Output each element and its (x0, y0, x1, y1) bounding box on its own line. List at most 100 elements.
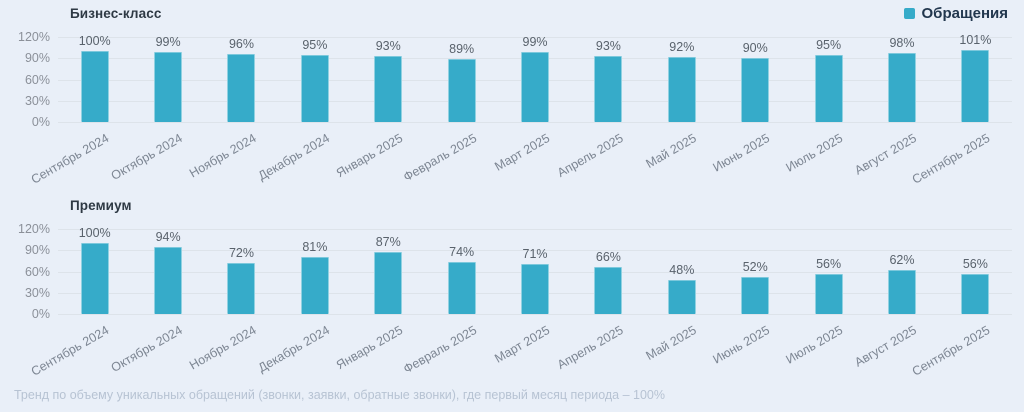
bar-value-label: 89% (449, 41, 475, 56)
y-tick-label: 30% (24, 285, 50, 300)
bar-cell: 87% (352, 229, 425, 314)
y-tick-label: 60% (24, 264, 50, 279)
bars-row: 100% 94% 72% 81% 87% 74% 71% 66% 48% 52% 56% 62% 56% (58, 227, 1012, 314)
bar (227, 263, 256, 314)
y-tick-label: 90% (24, 243, 50, 258)
bar (961, 50, 990, 122)
bar (594, 267, 623, 314)
chart-header: Бизнес-класс Обращения (0, 5, 1024, 28)
gridline (58, 37, 1012, 38)
gridline (58, 250, 1012, 252)
bar-value-label: 96% (228, 37, 254, 51)
bar-value-label: 99% (155, 34, 181, 49)
bar-value-label: 93% (595, 39, 621, 54)
bar-value-label: 56% (816, 257, 842, 272)
bar-cell: 99% (131, 34, 204, 122)
bar-cell: 71% (498, 229, 571, 314)
chart-header: Премиум (0, 198, 1024, 220)
bar-cell: 81% (278, 229, 351, 314)
bar (667, 56, 696, 122)
x-tick: Июнь 2025 (711, 314, 792, 376)
chart-title-premium: Премиум (70, 198, 132, 213)
bar (154, 51, 183, 122)
bar-value-label: 74% (449, 244, 475, 259)
bar-cell: 98% (865, 36, 938, 122)
bar-value-label: 81% (302, 239, 328, 254)
bar-cell: 94% (131, 229, 204, 314)
gridline (58, 229, 1012, 230)
x-tick: Февраль 2025 (401, 314, 498, 376)
bar (374, 252, 403, 314)
bar-value-label: 71% (522, 246, 548, 261)
bar-cell: 48% (645, 229, 718, 314)
bars-row: 100% 99% 96% 95% 93% 89% 99% 93% 92% 90% 95% 98% 101… (58, 33, 1012, 122)
y-tick-label: 0% (31, 115, 50, 129)
plot-area: 100% 99% 96% 95% 93% 89% 99% 93% 92% 90% 95% 98% 101… (58, 33, 1012, 123)
bar (521, 263, 550, 314)
bar-cell: 92% (645, 37, 718, 122)
bar (80, 243, 109, 314)
bar-cell: 101% (939, 33, 1012, 122)
bar-value-label: 52% (742, 260, 768, 275)
bar-cell: 100% (58, 34, 131, 122)
y-tick-label: 60% (24, 72, 50, 87)
bar-cell: 66% (572, 229, 645, 314)
bar-cell: 95% (792, 37, 865, 122)
bar (374, 56, 403, 122)
bar-cell: 62% (865, 229, 938, 314)
bar-cell: 56% (792, 229, 865, 314)
bar-cell: 52% (719, 229, 792, 314)
bar (594, 56, 623, 122)
bar-cell: 93% (572, 37, 645, 122)
x-tick-label: Март 2025 (492, 131, 553, 174)
y-tick-label: 120% (18, 30, 50, 44)
x-tick: Апрель 2025 (555, 314, 645, 376)
legend: Обращения (903, 5, 1008, 22)
x-tick-label: Март 2025 (492, 323, 553, 366)
bar (667, 280, 696, 314)
bar-value-label: 95% (302, 37, 328, 52)
x-tick-label: Сентябрь 2024 (29, 323, 112, 379)
y-tick-label: 90% (24, 51, 50, 66)
bar (300, 256, 329, 314)
bar (741, 277, 770, 314)
bar-value-label: 93% (375, 39, 401, 54)
x-axis: Сентябрь 2024 Октябрь 2024 Ноябрь 2024 Дека… (29, 122, 1012, 187)
x-tick: Сентябрь 2025 (910, 314, 1012, 379)
bar-cell: 100% (58, 227, 131, 314)
bar (447, 261, 476, 314)
bar-cell: 74% (425, 229, 498, 314)
bar (814, 54, 843, 122)
bar-value-label: 99% (522, 34, 548, 49)
bar-cell: 96% (205, 37, 278, 122)
x-axis: Сентябрь 2024 Октябрь 2024 Ноябрь 2024 Дека… (29, 314, 1012, 379)
bar-value-label: 72% (228, 246, 254, 260)
bar-value-label: 56% (962, 257, 988, 272)
gridline (58, 122, 1012, 123)
bar-value-label: 100% (78, 34, 111, 49)
x-tick: Май 2025 (643, 122, 718, 184)
bar-cell: 72% (205, 229, 278, 314)
bar (887, 270, 916, 314)
bar-value-label: 95% (816, 37, 842, 52)
bar-value-label: 101% (959, 33, 992, 48)
y-axis: 0% 30% 60% 90% 120% (0, 222, 58, 321)
bar (814, 274, 843, 314)
legend-label: Обращения (921, 5, 1008, 22)
chart-premium: Премиум 0% 30% 60% 90% 120% 100% 94% 72% 81% 87%… (0, 198, 1024, 379)
x-tick-label: Июнь 2025 (710, 323, 773, 367)
bar-value-label: 62% (889, 253, 915, 268)
x-tick-label: Июнь 2025 (710, 131, 773, 175)
bar-cell: 99% (498, 34, 571, 122)
bar-cell: 93% (352, 37, 425, 122)
chart-business-class: Бизнес-класс Обращения 0% 30% 60% 90% 120% 1… (0, 5, 1024, 187)
legend-swatch-icon (903, 8, 915, 19)
bar-value-label: 87% (375, 235, 401, 250)
bar (741, 58, 770, 122)
x-tick-label: Июль 2025 (783, 131, 846, 175)
bar-value-label: 92% (669, 39, 695, 54)
y-tick-label: 0% (31, 307, 50, 321)
x-tick-label: Май 2025 (643, 131, 699, 172)
y-axis: 0% 30% 60% 90% 120% (0, 30, 58, 129)
y-tick-label: 30% (24, 93, 50, 108)
